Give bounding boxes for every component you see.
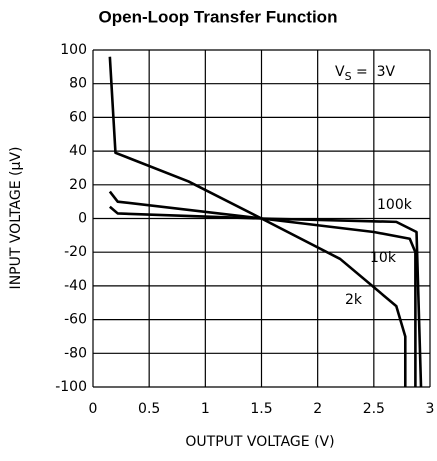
y-tick-label: -40 [64,278,87,294]
annotation: VS = 3V [335,64,396,83]
series-line [108,56,407,387]
x-tick-label: 1 [201,401,210,417]
y-tick-label: -100 [55,379,87,395]
series-label: 2k [345,292,363,308]
y-tick-label: 40 [69,143,87,159]
y-tick-label: -20 [64,244,87,260]
y-tick-label: 80 [69,76,87,92]
chart-title: Open-Loop Transfer Function [99,7,338,26]
y-tick-label: 100 [60,42,87,58]
y-axis-label: INPUT VOLTAGE (μV) [8,147,24,290]
series-label: 10k [370,250,397,266]
y-tick-label: 60 [69,109,87,125]
y-tick-label: 0 [78,211,87,227]
x-tick-label: 0 [89,401,98,417]
x-tick-label: 1.5 [250,401,272,417]
x-tick-label: 2.5 [363,401,385,417]
series-line [108,190,417,387]
x-tick-label: 2 [313,401,322,417]
x-tick-label: 0.5 [138,401,160,417]
annotation-sub: S [345,70,352,83]
annotation-v: V [335,64,345,80]
x-tick-label: 3 [426,401,435,417]
y-tick-label: -80 [64,345,87,361]
x-axis-label: OUTPUT VOLTAGE (V) [185,434,334,450]
y-tick-label: 20 [69,177,87,193]
series-line [109,205,423,388]
y-tick-label: -60 [64,312,87,328]
series-label: 100k [377,197,413,213]
